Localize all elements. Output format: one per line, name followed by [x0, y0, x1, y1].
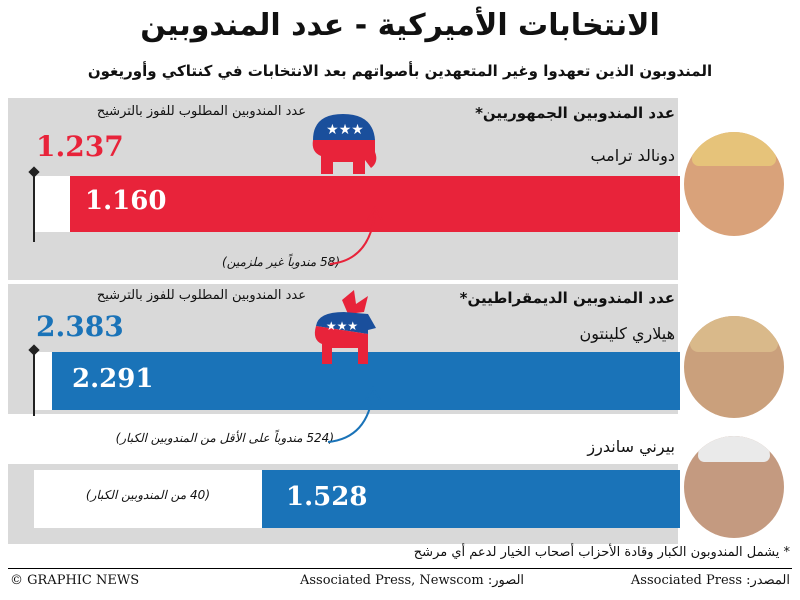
sanders-photo	[684, 436, 784, 538]
democrat-arrow-icon	[327, 386, 381, 443]
republican-note: (58 مندوباً غير ملزمين)	[222, 255, 340, 269]
sanders-bar-value: 1.528	[286, 482, 368, 512]
trump-bar	[70, 176, 680, 232]
sanders-bar	[262, 470, 680, 528]
svg-text:★★★: ★★★	[326, 319, 358, 333]
democrat-donkey-icon: ★★★	[314, 290, 376, 364]
clinton-bar-value: 2.291	[72, 364, 154, 394]
republican-threshold-label: عدد المندوبين المطلوب للفوز بالترشيح	[96, 104, 306, 119]
republican-arrow-icon	[329, 206, 383, 265]
republican-threshold-line	[33, 172, 35, 242]
trump-bar-value: 1.160	[85, 186, 167, 216]
footer-divider	[8, 568, 792, 569]
footnote: * يشمل المندوبون الكبار وقادة الأحزاب أص…	[413, 545, 790, 560]
svg-text:★★★: ★★★	[326, 122, 364, 138]
sanders-name-label: بيرني ساندرز	[587, 437, 675, 456]
clinton-photo	[684, 316, 784, 418]
clinton-note: (524 مندوباً على الأقل من المندوبين الكب…	[115, 431, 334, 445]
photo-credit: Associated Press, Newscom :الصور	[300, 573, 525, 588]
democrat-threshold-line	[33, 350, 35, 416]
trump-name-label: دونالد ترامب	[590, 146, 675, 165]
page-title: الانتخابات الأميركية - عدد المندوبين	[140, 8, 660, 43]
credit-label: © GRAPHIC NEWS	[10, 573, 140, 588]
republican-elephant-icon: ★★★	[312, 114, 377, 174]
trump-photo	[684, 132, 784, 236]
clinton-name-label: هيلاري كلينتون	[579, 324, 675, 343]
democrat-threshold-label: عدد المندوبين المطلوب للفوز بالترشيح	[96, 288, 306, 303]
republican-header: عدد المندوبين الجمهوريين*	[475, 104, 675, 122]
source-label: Associated Press :المصدر	[630, 573, 790, 588]
democrat-threshold-value: 2.383	[36, 310, 124, 343]
page-subtitle: المندوبون الذين تعهدوا وغير المتعهدين بأ…	[87, 62, 713, 80]
sanders-note: (40 من المندوبين الكبار)	[85, 488, 210, 502]
republican-threshold-value: 1.237	[36, 130, 124, 163]
democrat-header: عدد المندوبين الديمقراطيين*	[459, 289, 675, 307]
